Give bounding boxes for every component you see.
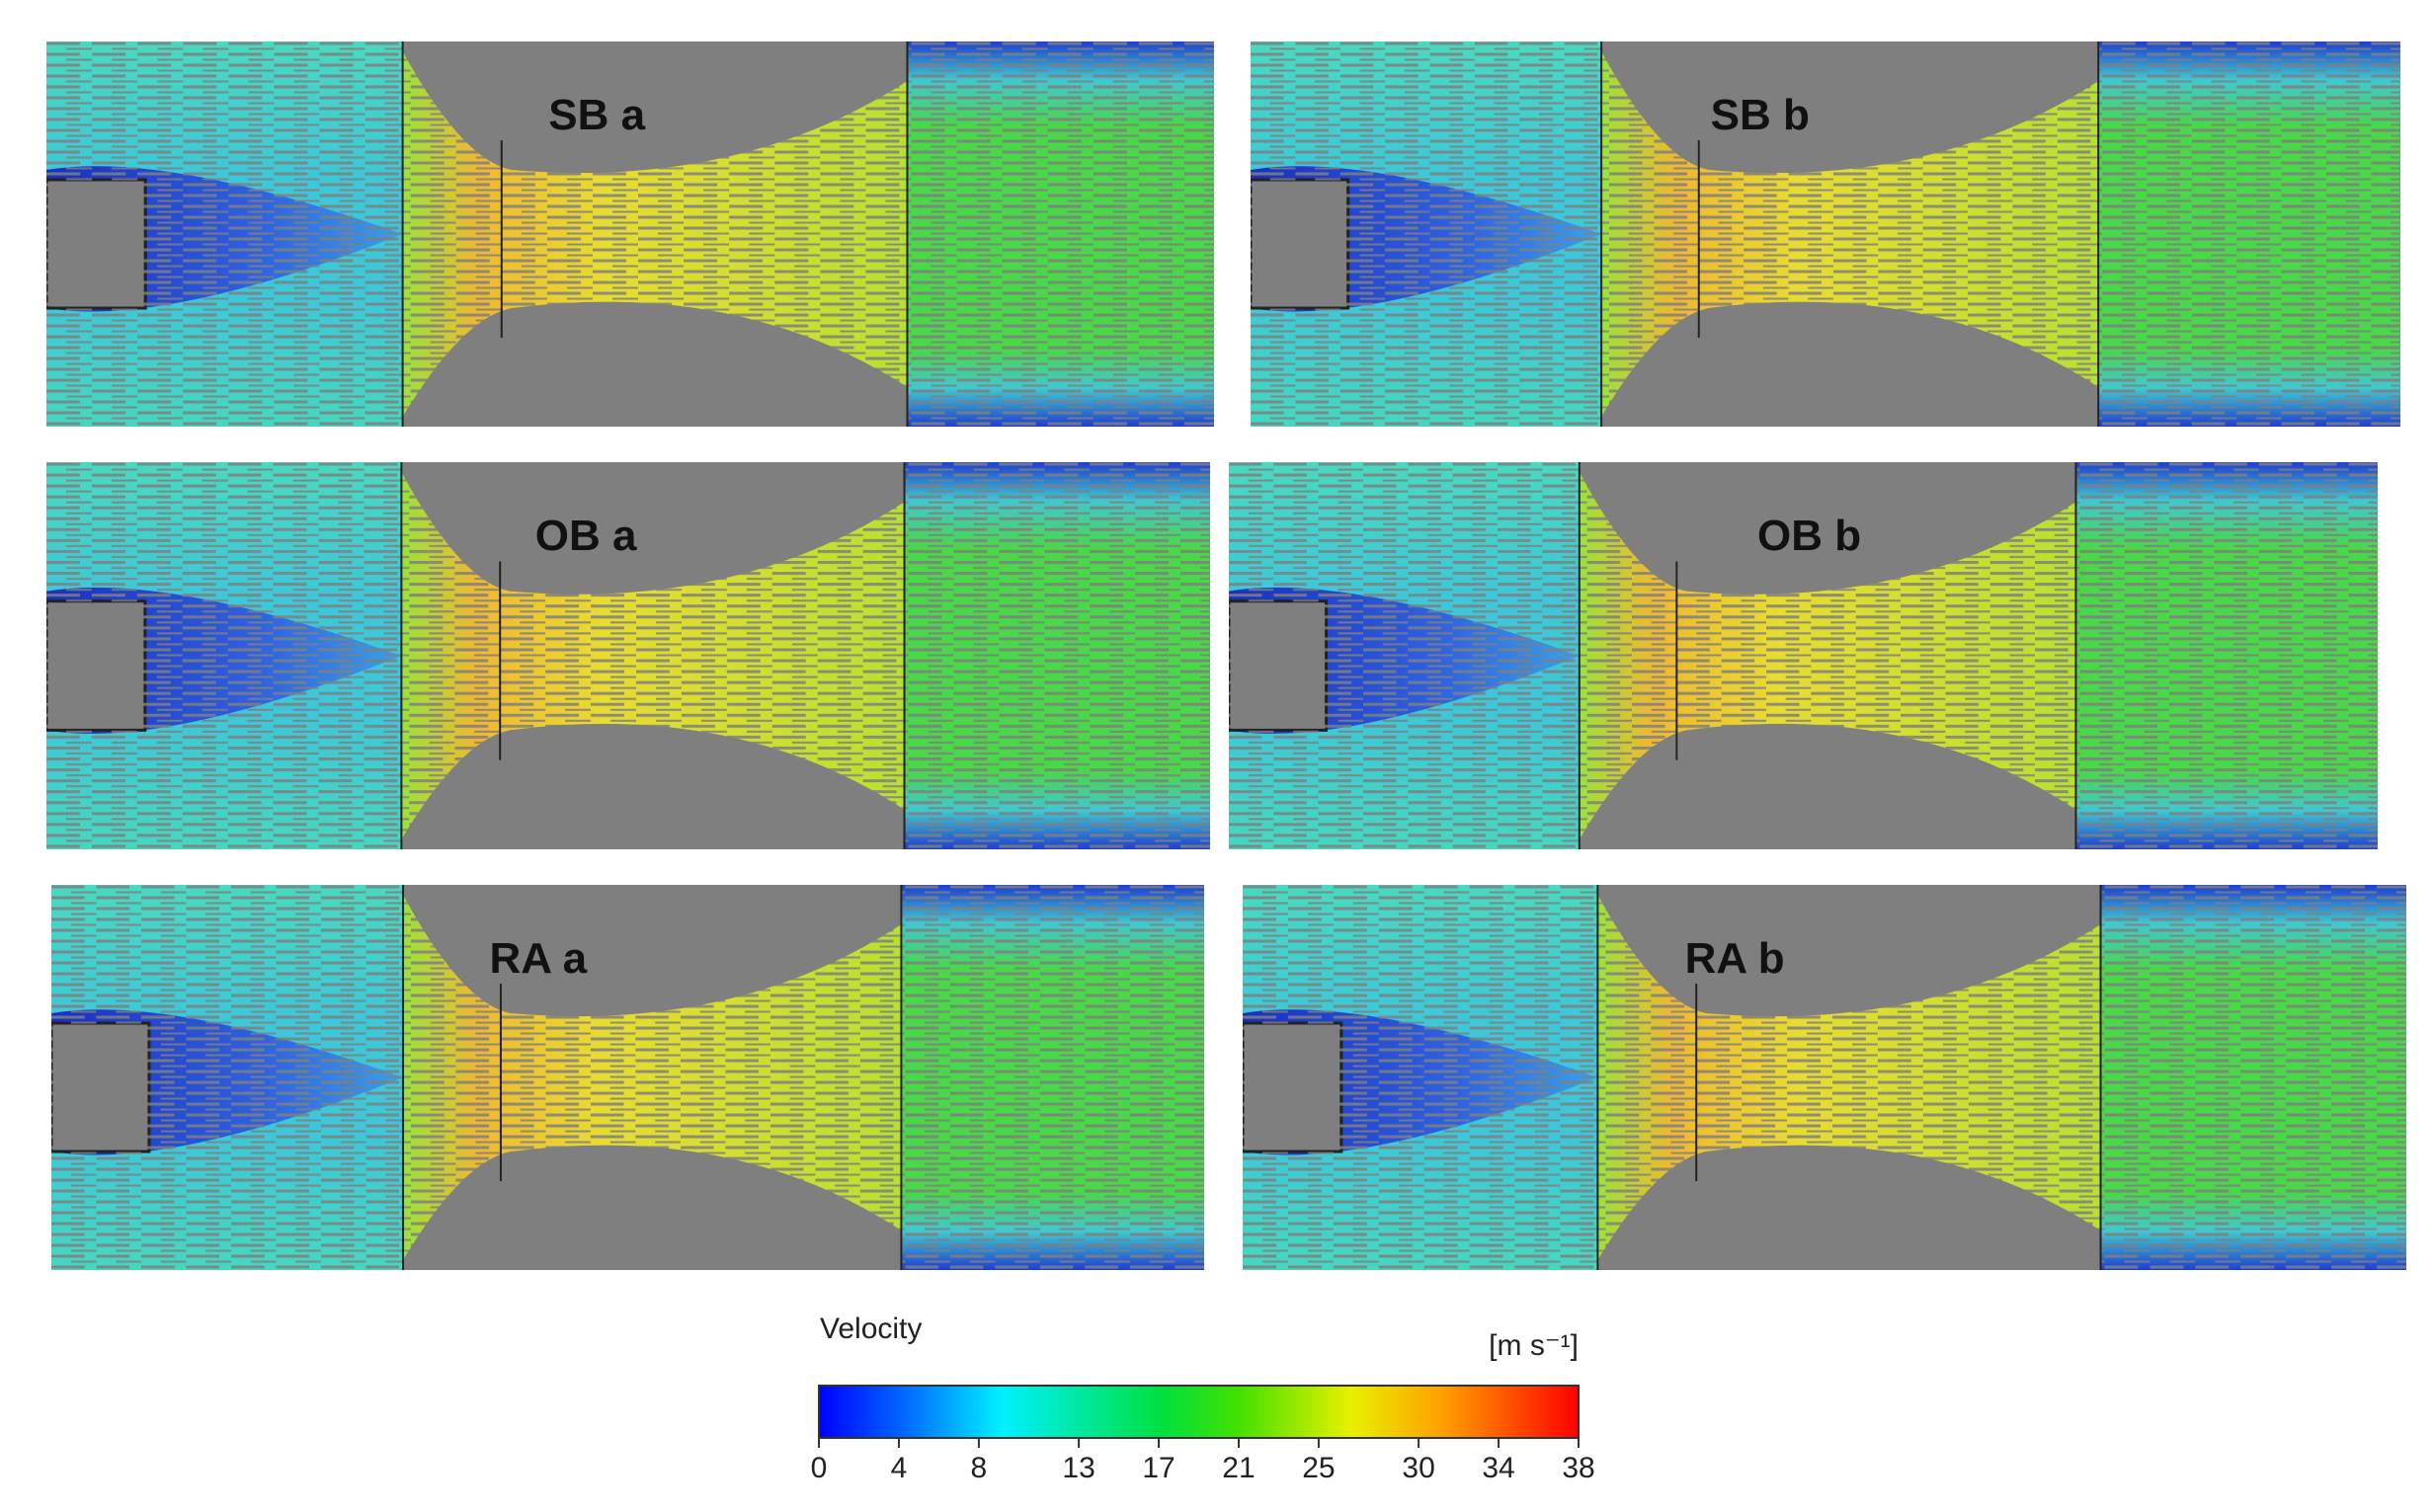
colorbar-title: Velocity: [820, 1313, 922, 1345]
vector-panel: SB a: [46, 41, 1214, 427]
colorbar-tick-label: 30: [1402, 1452, 1434, 1484]
panel-label: SB a: [548, 91, 646, 139]
colorbar-tick-label: 21: [1222, 1452, 1255, 1484]
colorbar-tick-label: 13: [1062, 1452, 1095, 1484]
panel-label: RA b: [1684, 934, 1785, 983]
vector-panel: RA b: [1243, 885, 2406, 1270]
panel-label: SB b: [1710, 91, 1810, 139]
panel-label: OB a: [534, 512, 637, 560]
colorbar-tick-label: 34: [1482, 1452, 1514, 1484]
vector-panel: SB b: [1251, 41, 2400, 427]
vector-panel: RA a: [51, 885, 1204, 1270]
vector-panel: OB b: [1229, 462, 2378, 849]
colorbar-tick-label: 38: [1562, 1452, 1594, 1484]
colorbar-tick-label: 17: [1142, 1452, 1175, 1484]
colorbar-tick-label: 25: [1302, 1452, 1335, 1484]
colorbar-tick-label: 4: [891, 1452, 908, 1484]
panel-label: RA a: [489, 934, 588, 983]
vector-panel: OB a: [46, 462, 1210, 849]
colorbar-unit: [m s⁻¹]: [1489, 1329, 1579, 1362]
colorbar-bar: [818, 1385, 1580, 1439]
panel-label: OB b: [1756, 512, 1862, 560]
colorbar-tick-label: 8: [971, 1452, 988, 1484]
colorbar-tick-label: 0: [811, 1452, 828, 1484]
